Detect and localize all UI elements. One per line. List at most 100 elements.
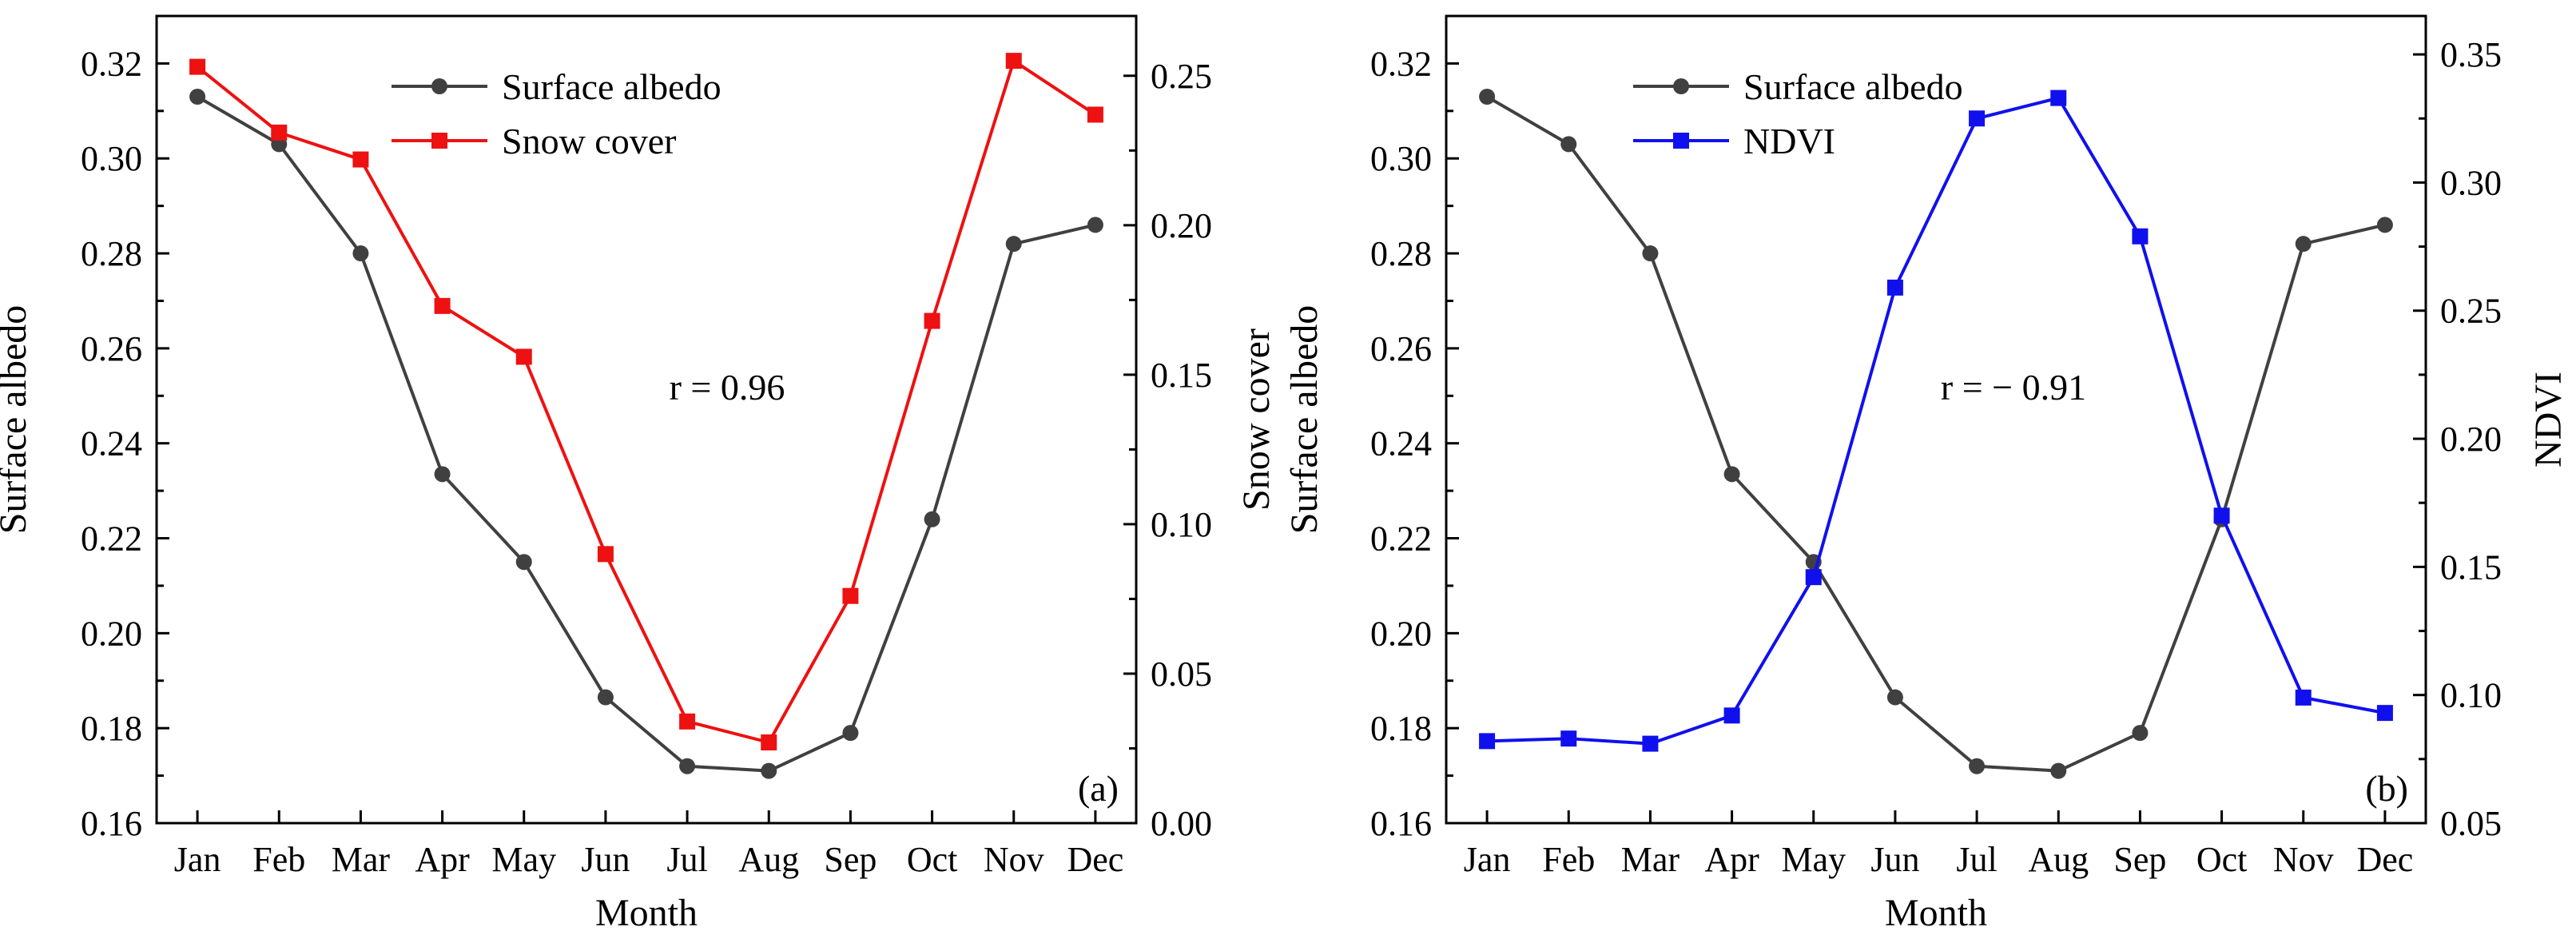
legend-label: Snow cover	[502, 121, 676, 161]
data-point-snow-cover	[189, 58, 206, 75]
data-point-surface-albedo	[1005, 236, 1022, 253]
data-point-ndvi	[1805, 569, 1822, 586]
data-point-surface-albedo	[2376, 217, 2393, 233]
y-right-tick-label: 0.20	[2440, 420, 2502, 459]
data-point-snow-cover	[515, 348, 532, 365]
y-left-tick-label: 0.18	[81, 709, 142, 748]
data-point-surface-albedo	[515, 554, 532, 571]
data-point-ndvi	[1479, 733, 1496, 750]
series-line-snow-cover	[196, 59, 1097, 744]
y-right-tick-label: 0.15	[2440, 547, 2502, 587]
data-point-surface-albedo	[1560, 136, 1577, 153]
y-left-tick-label: 0.30	[81, 139, 142, 178]
data-point-ndvi	[2295, 689, 2312, 706]
x-tick-label: Aug	[2028, 840, 2089, 879]
data-point-snow-cover	[352, 151, 369, 168]
x-tick-label: Jan	[1464, 840, 1511, 879]
panel-label: (b)	[2365, 768, 2408, 809]
x-tick-label: Sep	[2113, 840, 2166, 879]
y-left-axis-title: Surface albedo	[0, 305, 34, 535]
y-right-tick-label: 0.10	[2440, 676, 2502, 715]
x-tick-label: Oct	[907, 840, 958, 879]
data-point-ndvi	[2376, 705, 2393, 722]
correlation-annotation: r = 0.96	[670, 367, 785, 408]
y-left-tick-label: 0.18	[1370, 709, 1432, 748]
data-point-ndvi	[1642, 735, 1659, 752]
series-line-surface-albedo	[1486, 95, 2386, 773]
y-left-tick-label: 0.26	[1370, 329, 1432, 368]
y-right-tick-label: 0.00	[1151, 804, 1212, 843]
x-tick-label: Feb	[252, 840, 305, 879]
x-tick-label: Apr	[415, 840, 470, 879]
y-right-axis-title: NDVI	[2527, 372, 2570, 468]
x-tick-label: Jul	[1956, 840, 1997, 879]
y-left-tick-label: 0.22	[81, 519, 142, 559]
y-right-tick-label: 0.15	[1151, 356, 1212, 395]
legend-label: Surface albedo	[502, 66, 722, 107]
legend-marker	[1673, 78, 1689, 94]
data-point-surface-albedo	[679, 758, 696, 774]
y-right-tick-label: 0.25	[2440, 292, 2502, 331]
data-point-surface-albedo	[2050, 762, 2067, 779]
data-point-ndvi	[1723, 707, 1740, 724]
data-point-surface-albedo	[434, 466, 451, 483]
legend-marker	[431, 133, 447, 149]
y-left-tick-label: 0.16	[81, 804, 142, 843]
data-point-surface-albedo	[1642, 245, 1659, 262]
x-tick-label: Feb	[1542, 840, 1595, 879]
series-line-surface-albedo	[197, 95, 1096, 773]
plot-frame	[1445, 14, 2427, 825]
correlation-annotation: r = − 0.91	[1941, 367, 2086, 408]
legend-marker	[431, 78, 447, 94]
y-right-axis-title: Snow cover	[1235, 328, 1278, 511]
data-point-ndvi	[2050, 90, 2067, 106]
data-point-snow-cover	[434, 297, 451, 314]
x-tick-label: Mar	[332, 840, 391, 879]
x-tick-label: Jul	[666, 840, 707, 879]
legend-marker	[1673, 133, 1689, 149]
data-point-surface-albedo	[842, 725, 859, 742]
data-point-surface-albedo	[2132, 725, 2149, 742]
x-tick-label: May	[1781, 840, 1846, 879]
y-right-tick-label: 0.20	[1151, 206, 1212, 245]
x-tick-label: Oct	[2196, 840, 2248, 879]
data-point-ndvi	[2213, 507, 2230, 524]
y-left-axis-title: Surface albedo	[1283, 305, 1326, 535]
data-point-surface-albedo	[2295, 236, 2312, 253]
data-point-snow-cover	[1005, 53, 1022, 70]
data-point-surface-albedo	[1479, 89, 1496, 105]
y-left-tick-label: 0.28	[81, 234, 142, 273]
y-left-tick-label: 0.20	[1370, 614, 1432, 653]
data-point-ndvi	[1886, 279, 1903, 296]
data-point-snow-cover	[924, 312, 940, 329]
data-point-surface-albedo	[924, 511, 940, 527]
data-point-snow-cover	[1087, 106, 1103, 123]
data-point-snow-cover	[842, 587, 859, 604]
data-point-surface-albedo	[761, 762, 777, 779]
y-left-tick-label: 0.32	[81, 44, 142, 83]
chart-panel-1: Jan Feb Mar Apr May Jun Jul Aug Sep Oct Nov Dec 0.16…	[0, 14, 1278, 934]
x-tick-label: Dec	[1067, 840, 1123, 879]
y-left-tick-label: 0.22	[1370, 519, 1432, 559]
y-left-tick-label: 0.26	[81, 329, 142, 368]
data-point-surface-albedo	[1886, 689, 1903, 706]
y-left-tick-label: 0.16	[1370, 804, 1432, 843]
y-left-tick-label: 0.30	[1370, 139, 1432, 178]
x-tick-label: May	[491, 840, 556, 879]
y-left-tick-label: 0.24	[81, 424, 142, 464]
series-line-ndvi	[1487, 96, 2386, 746]
y-left-tick-label: 0.24	[1370, 424, 1432, 464]
chart-panel-2: Jan Feb Mar Apr May Jun Jul Aug Sep Oct Nov Dec 0.16…	[1283, 14, 2570, 934]
data-point-surface-albedo	[352, 245, 369, 262]
data-point-snow-cover	[597, 546, 614, 563]
y-right-tick-label: 0.35	[2440, 35, 2502, 74]
data-point-snow-cover	[271, 124, 288, 141]
y-right-tick-label: 0.05	[1151, 655, 1212, 694]
panel-label: (a)	[1078, 768, 1119, 809]
data-point-surface-albedo	[1723, 466, 1740, 483]
data-point-surface-albedo	[1969, 758, 1986, 774]
x-tick-label: Mar	[1621, 840, 1680, 879]
x-tick-label: Nov	[984, 840, 1044, 879]
